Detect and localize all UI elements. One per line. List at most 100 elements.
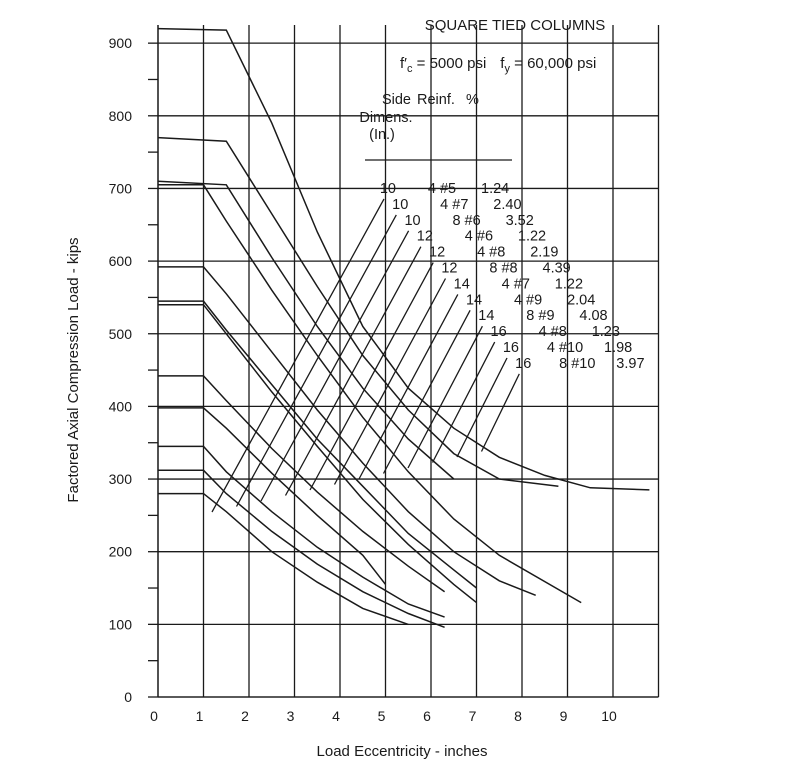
legend-leader-line	[333, 278, 447, 485]
legend-side: 12	[429, 245, 445, 261]
y-tick-label: 100	[109, 616, 133, 632]
legend-percent: 4.39	[543, 261, 571, 277]
legend-reinf: 4 #5	[428, 181, 456, 197]
legend-leader-line	[407, 325, 483, 469]
legend-reinf: 8 #10	[559, 356, 595, 372]
legend-side: 14	[466, 292, 482, 308]
legend-side: 10	[392, 197, 408, 213]
legend-percent: 4.08	[579, 308, 607, 324]
series-line	[158, 266, 536, 596]
x-tick-label: 3	[287, 708, 295, 724]
fy-symbol: f	[500, 55, 505, 72]
chart-subtitle: f′c = 5000 psi fy = 60,000 psi	[400, 55, 596, 75]
fy-subscript: y	[504, 63, 510, 75]
series-line	[158, 492, 409, 626]
x-tick-label: 7	[469, 708, 477, 724]
series-line	[158, 469, 445, 629]
legend-percent: 2.19	[530, 245, 558, 261]
x-tick-label: 1	[196, 708, 204, 724]
y-tick-label: 500	[109, 326, 133, 342]
legend-percent: 1.23	[592, 324, 620, 340]
legend-reinf: 8 #6	[452, 213, 480, 229]
series-line	[157, 180, 455, 480]
y-tick-label: 600	[109, 253, 133, 269]
y-tick-label: 900	[109, 35, 133, 51]
legend: 10 4 #5 1.24 10 4 #7 2.40 10 8 #6 3.52 12 4 #6 1.22…	[380, 181, 645, 372]
legend-leaders	[211, 198, 520, 513]
legend-percent: 1.22	[555, 276, 583, 292]
series-line	[158, 184, 582, 604]
legend-header-pct: %	[466, 92, 479, 108]
legend-percent: 1.22	[518, 229, 546, 245]
legend-header-reinf: Reinf.	[417, 92, 455, 108]
x-tick-label: 5	[378, 708, 386, 724]
legend-percent: 2.04	[567, 292, 595, 308]
legend-side: 14	[478, 308, 494, 324]
series-line	[158, 445, 445, 618]
fy-value: = 60,000 psi	[510, 55, 596, 72]
x-tick-label: 2	[241, 708, 249, 724]
curves	[157, 27, 650, 629]
y-tick-label: 0	[124, 689, 132, 705]
legend-leader-line	[260, 230, 410, 502]
x-tick-label: 9	[560, 708, 568, 724]
legend-reinf: 4 #7	[440, 197, 468, 213]
x-tick-label: 4	[332, 708, 340, 724]
legend-leader-line	[456, 357, 508, 458]
legend-percent: 1.98	[604, 340, 632, 356]
legend-reinf: 4 #7	[502, 276, 530, 292]
legend-leader-line	[382, 309, 471, 474]
legend-side: 16	[491, 324, 507, 340]
legend-reinf: 4 #8	[539, 324, 567, 340]
y-tick-label: 300	[109, 471, 133, 487]
x-tick-label: 10	[601, 708, 617, 724]
legend-percent: 1.24	[481, 181, 509, 197]
x-axis-title: Load Eccentricity - inches	[317, 743, 488, 760]
legend-side: 16	[503, 340, 519, 356]
legend-header-in: (In.)	[369, 127, 395, 143]
x-tick-label: 6	[423, 708, 431, 724]
series-line	[158, 303, 477, 604]
chart-title: SQUARE TIED COLUMNS	[425, 17, 606, 34]
legend-reinf: 8 #9	[526, 308, 554, 324]
legend-leader-line	[480, 373, 520, 452]
legend-reinf: 4 #8	[477, 245, 505, 261]
legend-percent: 3.97	[616, 356, 644, 372]
fc-symbol: f′	[400, 55, 407, 72]
legend-side: 10	[404, 213, 420, 229]
legend-reinf: 4 #9	[514, 292, 542, 308]
legend-leader-line	[431, 341, 496, 463]
fc-subscript: c	[407, 63, 413, 75]
series-line	[158, 407, 387, 585]
legend-leader-line	[309, 262, 434, 491]
legend-leader-line	[235, 214, 397, 507]
y-tick-label: 700	[109, 180, 133, 196]
legend-header-side: Side	[382, 92, 411, 108]
legend-header-dimens: Dimens.	[359, 110, 412, 126]
y-tick-label: 800	[109, 108, 133, 124]
series-line	[158, 375, 446, 593]
y-axis-title: Factored Axial Compression Load - kips	[65, 237, 82, 502]
y-tick-label: 200	[109, 544, 133, 560]
x-tick-label: 0	[150, 708, 158, 724]
series-line	[157, 136, 559, 488]
series-line	[158, 300, 477, 589]
legend-leader-line	[211, 198, 385, 513]
legend-reinf: 8 #8	[489, 261, 517, 277]
x-tick-label: 8	[514, 708, 522, 724]
legend-reinf: 4 #6	[465, 229, 493, 245]
legend-side: 12	[441, 261, 457, 277]
legend-leader-line	[284, 246, 422, 496]
legend-side: 16	[515, 356, 531, 372]
legend-reinf: 4 #10	[547, 340, 583, 356]
legend-percent: 3.52	[506, 213, 534, 229]
legend-percent: 2.40	[493, 197, 521, 213]
legend-side: 14	[454, 276, 470, 292]
y-tick-label: 400	[109, 398, 133, 414]
legend-side: 12	[417, 229, 433, 245]
fc-value: = 5000 psi	[412, 55, 486, 72]
legend-leader-line	[358, 294, 459, 480]
legend-side: 10	[380, 181, 396, 197]
